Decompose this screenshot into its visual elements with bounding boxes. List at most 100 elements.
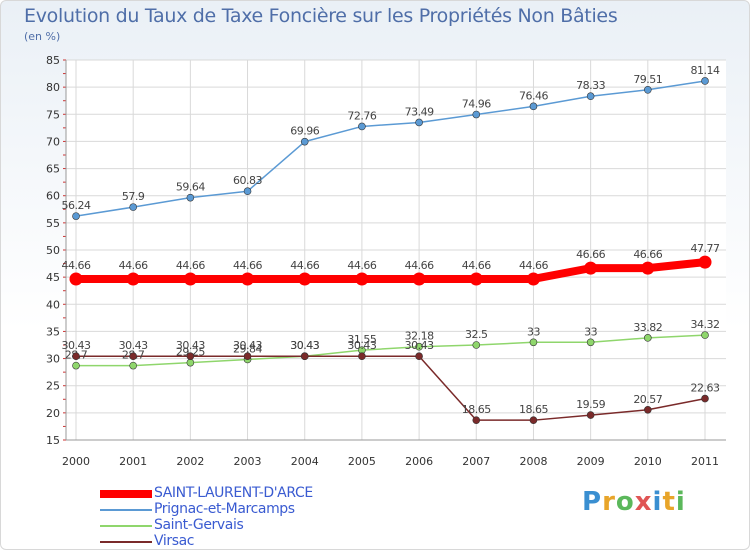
data-point — [698, 255, 712, 269]
data-label: 30.43 — [290, 339, 319, 352]
data-label: 69.96 — [290, 125, 319, 138]
data-point — [126, 272, 140, 286]
y-axis-unit: (en %) — [24, 30, 61, 43]
legend-label: Saint-Gervais — [154, 517, 244, 533]
data-label: 32.18 — [405, 330, 434, 343]
x-tick-label: 2008 — [519, 455, 547, 468]
data-label: 47.77 — [691, 242, 720, 255]
legend-swatch — [100, 490, 152, 498]
data-label: 56.24 — [62, 199, 91, 212]
legend-swatch — [100, 525, 152, 527]
logo-letter: t — [662, 487, 676, 517]
x-tick-label: 2004 — [291, 455, 319, 468]
y-tick-label: 25 — [46, 380, 60, 393]
data-label: 30.43 — [290, 339, 319, 352]
legend-label: Prignac-et-Marcamps — [154, 501, 295, 517]
data-label: 29.84 — [233, 342, 262, 355]
x-tick-label: 2009 — [577, 455, 605, 468]
data-label: 44.66 — [462, 259, 491, 272]
data-label: 44.66 — [176, 259, 205, 272]
y-tick-label: 60 — [46, 190, 60, 203]
y-tick-label: 30 — [46, 353, 60, 366]
data-label: 57.9 — [122, 190, 145, 203]
proxiti-logo: Proxiti — [582, 487, 686, 517]
data-label: 30.43 — [347, 339, 376, 352]
data-label: 44.66 — [290, 259, 319, 272]
data-label: 30.43 — [176, 339, 205, 352]
data-label: 30.43 — [233, 339, 262, 352]
data-label: 31.55 — [347, 333, 376, 346]
data-point — [183, 272, 197, 286]
data-point — [529, 416, 538, 424]
logo-letter: P — [582, 487, 603, 517]
data-point — [358, 122, 366, 131]
data-point — [472, 341, 481, 349]
data-label: 81.14 — [691, 64, 720, 77]
legend-swatch — [100, 509, 152, 511]
data-point — [129, 361, 137, 370]
y-tick-label: 75 — [46, 108, 60, 121]
series-line — [72, 258, 709, 283]
x-tick-label: 2003 — [234, 455, 262, 468]
data-label: 33 — [527, 325, 540, 338]
y-tick-label: 45 — [46, 271, 60, 284]
data-point — [186, 193, 195, 202]
data-label: 59.64 — [176, 181, 205, 194]
x-tick-label: 2006 — [405, 455, 433, 468]
data-label: 30.43 — [405, 339, 434, 352]
data-label: 19.59 — [576, 398, 605, 411]
legend-label: SAINT-LAURENT-D'ARCE — [154, 485, 313, 501]
data-label: 73.49 — [405, 105, 434, 118]
data-point — [241, 272, 255, 286]
data-point — [300, 352, 309, 361]
data-point — [243, 352, 252, 361]
data-point — [701, 331, 709, 339]
data-point — [72, 361, 80, 370]
data-point — [186, 358, 195, 367]
data-point — [472, 110, 481, 119]
data-point — [186, 352, 195, 361]
data-point — [243, 187, 252, 196]
data-label: 30.43 — [62, 339, 91, 352]
data-label: 46.66 — [633, 248, 662, 261]
y-tick-label: 50 — [46, 244, 60, 257]
data-label: 44.66 — [519, 259, 548, 272]
logo-letter: x — [634, 487, 653, 517]
y-tick-label: 65 — [46, 163, 60, 176]
data-point — [586, 338, 595, 347]
data-point — [584, 261, 598, 275]
x-tick-label: 2007 — [462, 455, 490, 468]
data-label: 44.66 — [233, 259, 262, 272]
x-tick-label: 2011 — [691, 455, 719, 468]
data-label: 44.66 — [405, 259, 434, 272]
series-line — [75, 355, 706, 421]
data-label: 18.65 — [519, 403, 548, 416]
data-point — [298, 272, 312, 286]
data-point — [72, 352, 80, 361]
data-label: 72.76 — [347, 109, 376, 122]
series-line — [75, 80, 706, 217]
data-point — [586, 411, 595, 419]
data-point — [644, 86, 652, 94]
logo-letter: o — [615, 487, 635, 517]
data-point — [701, 394, 709, 403]
y-tick-label: 80 — [46, 81, 60, 94]
data-label: 46.66 — [576, 248, 605, 261]
data-point — [701, 77, 709, 85]
data-label: 29.25 — [176, 346, 205, 359]
x-tick-label: 2005 — [348, 455, 376, 468]
legend-label: Virsac — [154, 533, 195, 549]
data-label: 18.65 — [462, 403, 491, 416]
data-label: 76.46 — [519, 89, 548, 102]
data-point — [129, 203, 137, 211]
data-label: 44.66 — [119, 259, 148, 272]
logo-letter: i — [675, 487, 686, 517]
data-point — [415, 342, 423, 351]
data-label: 78.33 — [576, 79, 605, 92]
data-point — [586, 92, 595, 101]
data-label: 32.5 — [465, 328, 488, 341]
data-point — [355, 272, 369, 286]
data-point — [472, 416, 481, 424]
data-point — [529, 338, 538, 347]
data-point — [72, 212, 80, 220]
